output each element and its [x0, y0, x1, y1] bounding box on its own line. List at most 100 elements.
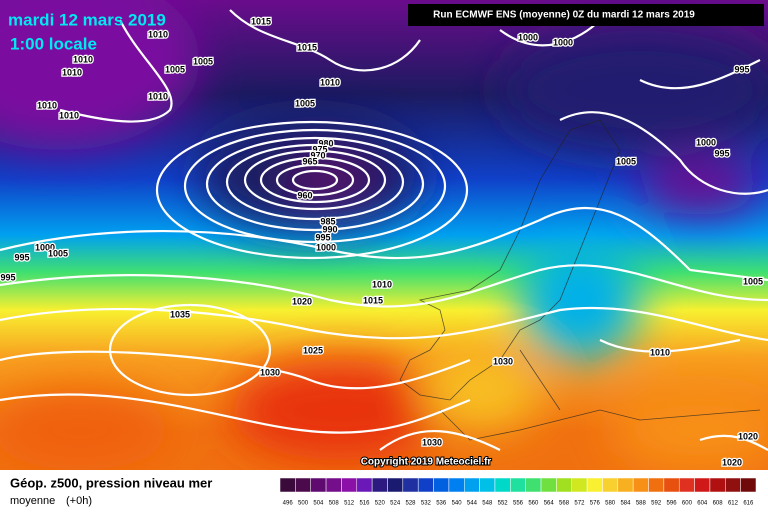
isobar-label: 970 — [310, 150, 325, 160]
isobar-label: 1020 — [292, 296, 312, 306]
legend-lead: (+0h) — [66, 495, 92, 507]
isobar-label: 995 — [14, 252, 29, 262]
scale-label: 600 — [682, 501, 693, 507]
run-info: Run ECMWF ENS (moyenne) 0Z du mardi 12 m… — [433, 10, 695, 21]
isobar-label: 1005 — [295, 98, 315, 108]
scale-swatch — [402, 477, 419, 493]
scale-label: 528 — [406, 501, 417, 507]
isobar-label: 1005 — [743, 276, 763, 286]
isobars — [0, 9, 768, 451]
isobar-label: 995 — [0, 272, 15, 282]
isobar-label: 1030 — [493, 356, 513, 366]
isobar-label: 960 — [297, 190, 312, 200]
scale-swatch — [479, 477, 496, 493]
scale-label: 500 — [298, 501, 309, 507]
scale-swatch — [279, 477, 296, 493]
scale-swatch — [494, 477, 511, 493]
scale-label: 540 — [452, 501, 463, 507]
isobar-label: 1010 — [372, 279, 392, 289]
scale-label: 612 — [728, 501, 739, 507]
scale-swatch — [556, 477, 572, 493]
isobar-label: 1000 — [316, 242, 336, 252]
isobar-label: 1005 — [165, 64, 185, 74]
scale-label: 604 — [697, 501, 708, 507]
isobar-label: 1030 — [260, 367, 280, 377]
isobar-label: 1010 — [37, 100, 57, 110]
scale-swatch — [571, 477, 588, 493]
scale-label: 532 — [421, 501, 432, 507]
isobar-label: 1010 — [148, 91, 168, 101]
scale-label: 576 — [590, 501, 601, 507]
color-scale: 496 500 504 508 512 516 520 524 528 532 536 540 544 5… — [279, 477, 757, 507]
scale-swatch — [341, 477, 358, 493]
isobar-label: 1005 — [616, 156, 636, 166]
scale-label: 552 — [498, 501, 509, 507]
scale-swatch — [586, 477, 603, 493]
isobar-label: 1005 — [193, 56, 213, 66]
scale-label: 608 — [713, 501, 724, 507]
isobar-label: 1010 — [62, 67, 82, 77]
scale-swatch — [295, 477, 311, 493]
scale-swatch — [310, 477, 327, 493]
legend-title: Géop. z500, pression niveau mer — [10, 475, 212, 490]
scale-label: 572 — [574, 501, 585, 507]
scale-label: 496 — [283, 501, 294, 507]
date: mardi 12 mars 2019 — [8, 10, 166, 29]
scale-swatch — [632, 477, 649, 493]
scale-label: 588 — [636, 501, 647, 507]
isobar-label: 1010 — [320, 77, 340, 87]
scale-swatch — [325, 477, 342, 493]
scale-swatch — [540, 477, 557, 493]
scale-label: 596 — [667, 501, 678, 507]
scale-swatch — [648, 477, 665, 493]
isobar-label: 1000 — [518, 32, 538, 42]
scale-label: 516 — [359, 501, 370, 507]
time: 1:00 locale — [10, 34, 97, 53]
isobar-label: 980 — [318, 138, 333, 148]
isobar-label: 995 — [714, 148, 729, 158]
isobar-label: 990 — [322, 224, 337, 234]
scale-swatch — [387, 477, 404, 493]
legend-subtitle: moyenne — [10, 495, 55, 507]
isobar-label: 965 — [302, 156, 317, 166]
run-box — [408, 4, 764, 26]
scale-label: 580 — [605, 501, 616, 507]
scale-swatch — [433, 477, 450, 493]
scale-label: 560 — [528, 501, 539, 507]
isobar-label: 1015 — [297, 42, 317, 52]
copyright: Copyright 2019 Meteociel.fr — [361, 457, 492, 468]
scale-label: 548 — [482, 501, 493, 507]
scale-label: 584 — [620, 501, 631, 507]
isobar-label: 1015 — [363, 295, 383, 305]
scale-swatch — [371, 477, 388, 493]
scale-label: 564 — [544, 501, 555, 507]
isobar-label: 975 — [312, 144, 327, 154]
scale-label: 512 — [344, 501, 355, 507]
scale-swatch — [709, 477, 726, 493]
scale-label: 504 — [313, 501, 324, 507]
scale-label: 508 — [329, 501, 340, 507]
isobar-label: 1035 — [170, 309, 190, 319]
isobar-label: 1000 — [35, 242, 55, 252]
isobar-label: 985 — [320, 216, 335, 226]
isobar-label: 1020 — [738, 431, 758, 441]
isobar-label: 1025 — [303, 345, 323, 355]
scale-swatch — [417, 477, 434, 493]
isobar-label: 1015 — [251, 16, 271, 26]
coastlines — [399, 119, 761, 441]
scale-label: 568 — [559, 501, 570, 507]
isobar-label: 1010 — [650, 347, 670, 357]
scale-swatch — [740, 477, 757, 493]
scale-label: 556 — [513, 501, 524, 507]
isobar-label: 995 — [734, 64, 749, 74]
scale-label: 524 — [390, 501, 401, 507]
scale-swatch — [725, 477, 741, 493]
isobar-label: 1010 — [73, 54, 93, 64]
scale-swatch — [356, 477, 373, 493]
scale-label: 592 — [651, 501, 662, 507]
scale-swatch — [602, 477, 619, 493]
scale-swatch — [464, 477, 480, 493]
scale-label: 520 — [375, 501, 386, 507]
isobar-label: 1005 — [48, 248, 68, 258]
